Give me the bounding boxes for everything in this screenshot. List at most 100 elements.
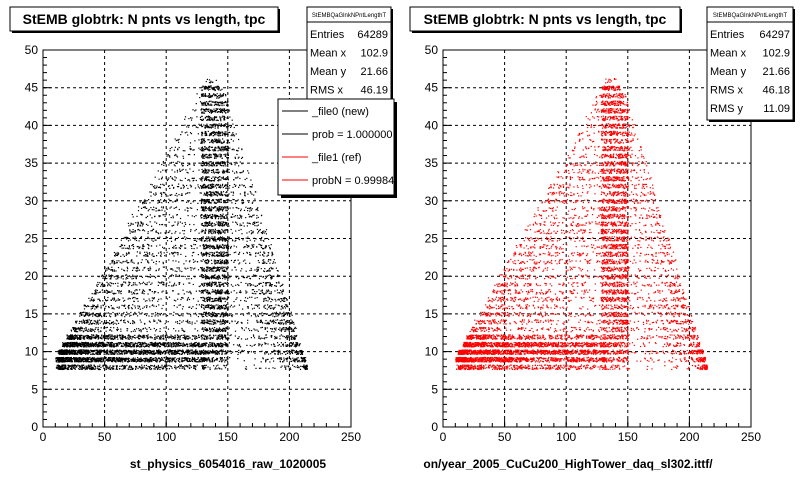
data-point: [184, 132, 186, 134]
data-point: [198, 313, 200, 315]
data-point: [120, 357, 122, 360]
data-point: [241, 163, 243, 165]
data-point: [243, 225, 245, 227]
data-point: [152, 240, 154, 242]
data-point: [154, 215, 156, 217]
data-point: [110, 338, 112, 340]
data-point: [90, 368, 92, 371]
data-point: [253, 337, 256, 339]
data-point: [227, 101, 229, 103]
data-point: [274, 298, 276, 300]
data-point: [178, 336, 180, 338]
data-point: [234, 164, 236, 166]
data-point: [237, 321, 239, 323]
data-point: [196, 209, 198, 211]
data-point: [93, 358, 95, 361]
data-point: [227, 139, 229, 141]
data-point: [90, 364, 92, 366]
data-point: [204, 93, 206, 95]
data-point: [202, 229, 204, 232]
data-point: [227, 276, 229, 278]
data-point: [214, 218, 217, 220]
data-point: [272, 315, 274, 317]
data-point: [100, 327, 102, 329]
data-point: [89, 321, 91, 323]
data-point: [118, 290, 120, 292]
data-point: [103, 335, 105, 337]
data-point: [188, 360, 191, 362]
data-point: [132, 343, 134, 346]
data-point: [237, 150, 239, 152]
data-point: [175, 284, 177, 286]
data-point: [97, 304, 99, 306]
data-point: [238, 207, 240, 210]
data-point: [264, 270, 266, 273]
data-point: [206, 179, 208, 181]
data-point: [155, 330, 157, 332]
data-point: [224, 232, 226, 234]
data-point: [117, 314, 119, 316]
data-point: [286, 337, 288, 339]
data-point: [173, 282, 176, 284]
data-point: [283, 314, 285, 316]
data-point: [247, 193, 249, 195]
data-point: [208, 161, 210, 163]
data-point: [208, 157, 210, 159]
data-point: [178, 208, 180, 211]
data-point: [113, 308, 115, 310]
data-point: [113, 261, 115, 263]
data-point: [245, 292, 247, 294]
data-point: [254, 221, 256, 223]
data-point: [210, 80, 212, 82]
data-point: [225, 214, 227, 216]
data-point: [203, 328, 205, 330]
data-point: [195, 335, 198, 337]
data-point: [207, 202, 209, 204]
data-point: [201, 209, 203, 211]
data-point: [88, 350, 90, 352]
data-point: [229, 306, 231, 308]
data-point: [237, 275, 239, 278]
data-point: [255, 191, 257, 193]
data-point: [199, 101, 202, 103]
data-point: [218, 210, 220, 212]
data-point: [102, 358, 105, 360]
data-point: [264, 282, 266, 284]
data-point: [283, 315, 285, 317]
data-point: [224, 221, 226, 223]
data-point: [297, 353, 299, 355]
data-point: [185, 268, 187, 270]
data-point: [190, 292, 192, 294]
data-point: [238, 343, 241, 346]
data-point: [293, 335, 295, 337]
data-point: [92, 337, 94, 339]
data-point: [85, 326, 87, 329]
data-point: [119, 365, 121, 367]
data-point: [175, 252, 177, 254]
data-point: [201, 142, 203, 144]
data-point: [204, 274, 206, 276]
data-point: [124, 316, 126, 318]
data-point: [164, 224, 166, 226]
data-point: [160, 344, 162, 346]
data-point: [106, 366, 108, 368]
data-point: [226, 153, 228, 155]
data-point: [226, 320, 228, 323]
data-point: [110, 334, 112, 336]
data-point: [173, 311, 175, 313]
data-point: [268, 306, 270, 308]
data-point: [66, 334, 68, 336]
data-point: [219, 284, 221, 286]
data-point: [193, 335, 195, 337]
data-point: [97, 316, 99, 318]
data-point: [121, 334, 123, 336]
data-point: [236, 223, 238, 226]
data-point: [129, 248, 131, 250]
data-point: [206, 88, 208, 90]
data-point: [97, 292, 99, 294]
data-point: [227, 237, 229, 239]
data-point: [105, 366, 107, 368]
data-point: [79, 315, 81, 317]
data-point: [275, 304, 277, 306]
